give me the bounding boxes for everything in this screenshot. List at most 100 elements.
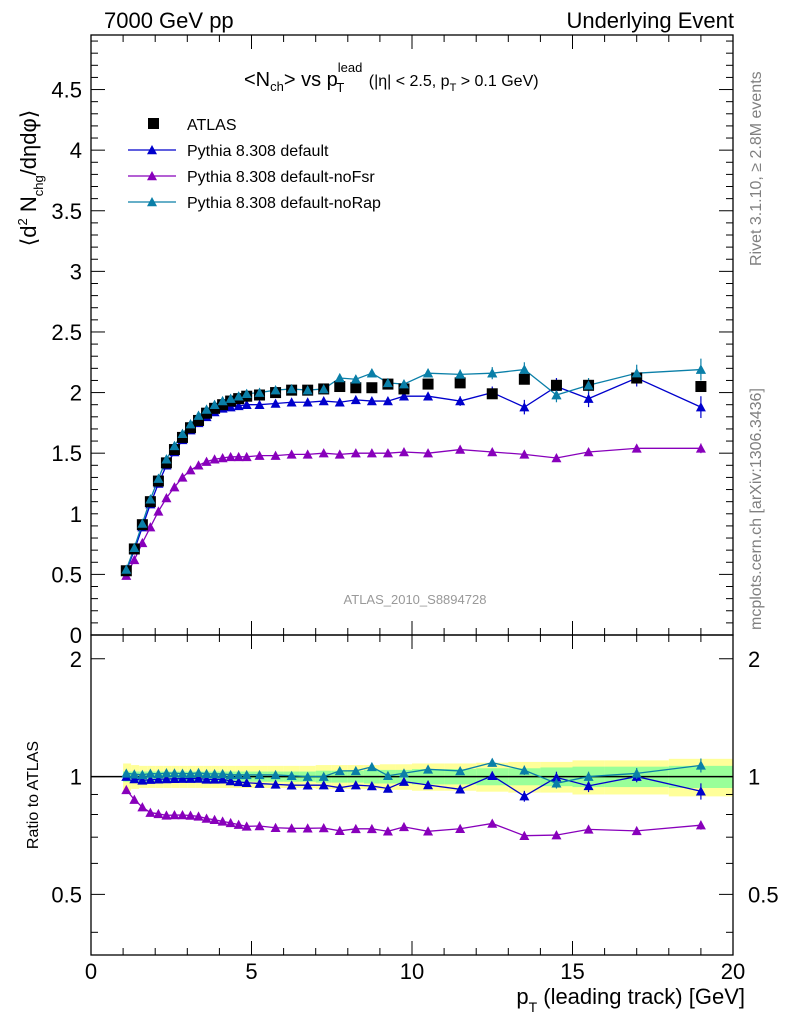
ratio-point: [398, 776, 409, 786]
ratio-point: [318, 822, 329, 833]
series-point: [233, 400, 244, 411]
atlas-data-point: [454, 377, 466, 389]
series-point-front: [631, 368, 642, 378]
ratio-point: [161, 810, 172, 820]
y-tick-label: 2: [70, 381, 82, 406]
ratio-point: [254, 778, 265, 788]
series-point: [193, 460, 204, 470]
series-point-front: [455, 369, 466, 379]
ratio-point: [423, 779, 434, 790]
series-point: [583, 393, 594, 403]
series-point: [254, 399, 265, 409]
ratio-point: [334, 765, 345, 776]
y-label-part: chg: [31, 175, 46, 196]
ratio-point: [366, 761, 377, 772]
series-point: [398, 446, 409, 457]
y-label-part: /dηdφ⟩: [16, 110, 41, 176]
ratio-point: [455, 784, 466, 794]
series-point: [137, 537, 148, 548]
series-line-2: [125, 368, 701, 570]
y-label-part: 2: [15, 218, 30, 225]
series-point-front: [318, 383, 329, 394]
ratio-point: [318, 771, 329, 781]
series-point: [423, 448, 434, 458]
ratio-point: [185, 773, 196, 783]
ratio-point: [695, 786, 706, 796]
title-part: > vs p: [284, 69, 338, 91]
series-point: [270, 450, 281, 460]
ratio-point: [487, 770, 498, 780]
series-point: [286, 449, 297, 459]
legend-label: Pythia 8.308 default: [187, 143, 329, 160]
legend-marker-atlas: [148, 118, 159, 129]
analysis-label: ATLAS_2010_S8894728: [344, 592, 487, 607]
series-point-front: [254, 387, 265, 397]
ratio-point: [185, 768, 196, 778]
ratio-point: [121, 784, 132, 795]
ratio-point: [487, 757, 498, 767]
series-point: [382, 448, 393, 458]
ratio-point: [334, 825, 345, 836]
y-tick-label: 0: [70, 623, 82, 648]
ratio-point: [551, 778, 562, 788]
ratio-point: [583, 824, 594, 834]
ratio-point: [153, 774, 164, 784]
ratio-point: [350, 823, 361, 834]
ratio-point: [217, 774, 228, 784]
ratio-tick-label-right: 1: [748, 765, 760, 790]
series-point-front: [185, 419, 196, 429]
ratio-point: [254, 821, 265, 831]
axes-frame: [90, 34, 734, 956]
x-label-part: T: [529, 999, 538, 1015]
series-point-front: [270, 385, 281, 395]
ratio-point: [177, 810, 188, 820]
ratio-point: [302, 771, 313, 781]
series-point-front: [129, 542, 140, 552]
series-point: [350, 448, 361, 458]
title-part: > 0.1 GeV): [456, 73, 538, 90]
ratio-point: [217, 768, 228, 779]
series-point: [233, 451, 244, 462]
header-energy-label: 7000 GeV pp: [104, 8, 234, 33]
series-point: [177, 472, 188, 482]
ratio-point: [129, 794, 140, 804]
x-label-part: (leading track) [GeV]: [537, 984, 745, 1009]
ratio-point: [209, 768, 220, 779]
ratio-point: [193, 767, 204, 778]
series-point-front: [169, 440, 180, 451]
ratio-point: [177, 773, 188, 783]
ratio-point: [551, 830, 562, 840]
ratio-point: [286, 780, 297, 790]
ratio-point: [455, 765, 466, 776]
y-tick-label: 3.5: [51, 199, 82, 224]
ratio-point: [318, 780, 329, 790]
series-point: [286, 397, 297, 407]
x-tick-label: 0: [85, 959, 97, 984]
series-point: [334, 449, 345, 459]
series-point: [366, 448, 377, 458]
ratio-point: [225, 769, 236, 780]
atlas-data-point: [366, 382, 378, 394]
series-point-front: [519, 364, 530, 374]
x-label-part: p: [516, 984, 528, 1009]
atlas-data-point: [193, 414, 205, 426]
series-point: [695, 402, 706, 412]
chart-title: <Nch> vs plead T (|η| < 2.5, pT > 0.1 GeV…: [244, 60, 539, 95]
series-point: [631, 443, 642, 453]
atlas-data-point: [518, 373, 530, 385]
series-point-front: [551, 390, 562, 400]
ratio-point: [270, 779, 281, 789]
series-point-front: [382, 377, 393, 388]
series-line-1: [125, 447, 701, 576]
ratio-point: [209, 814, 220, 825]
series-point: [382, 396, 393, 406]
ratio-point: [201, 813, 212, 823]
ratio-point: [153, 808, 164, 819]
ratio-point: [145, 774, 156, 784]
ratio-frame: [90, 634, 734, 956]
ratio-point: [161, 773, 172, 784]
ratio-point: [350, 765, 361, 776]
ratio-point: [137, 802, 148, 812]
y-tick-label: 4: [70, 138, 82, 163]
